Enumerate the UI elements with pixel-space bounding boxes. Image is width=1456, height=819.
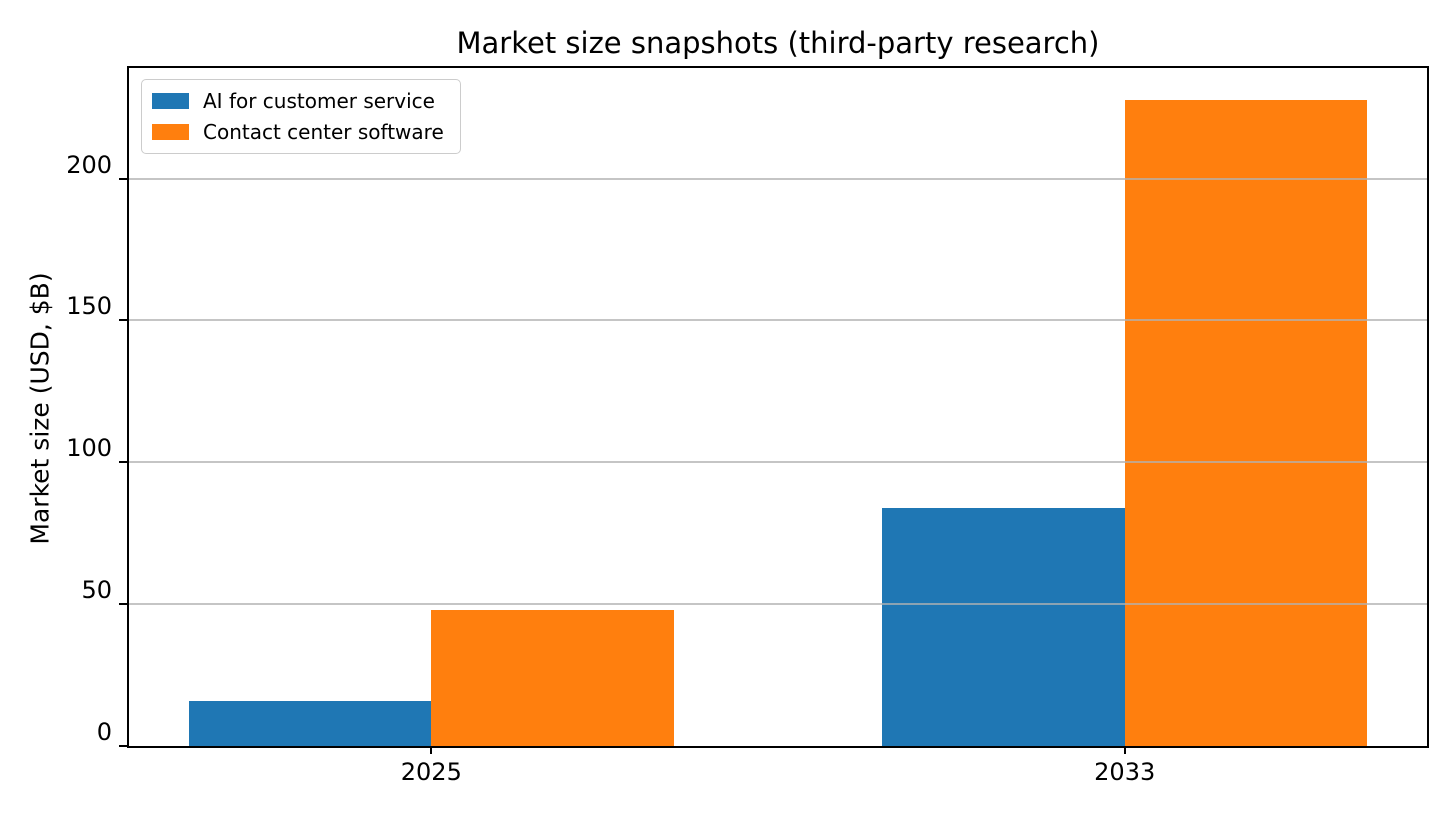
bar-2025-series-1 [431, 610, 674, 746]
chart-title: Market size snapshots (third-party resea… [456, 26, 1100, 60]
gridline-200 [129, 177, 1427, 180]
y-tick-mark-200 [119, 177, 127, 180]
legend-swatch-icon [152, 93, 189, 109]
bar-2033-series-0 [882, 508, 1125, 746]
y-tick-mark-150 [119, 319, 127, 322]
x-tick-label-2025: 2025 [400, 758, 462, 786]
y-tick-label-150: 150 [66, 292, 112, 321]
gridline-50 [129, 603, 1427, 606]
legend: AI for customer service Contact center so… [141, 79, 461, 154]
y-tick-label-50: 50 [81, 576, 112, 605]
legend-label: AI for customer service [203, 89, 435, 113]
legend-item-0: AI for customer service [152, 89, 444, 113]
gridline-150 [129, 319, 1427, 322]
y-tick-mark-100 [119, 461, 127, 464]
y-tick-label-100: 100 [66, 434, 112, 463]
gridline-100 [129, 461, 1427, 464]
y-tick-mark-50 [119, 603, 127, 606]
x-tick-label-2033: 2033 [1094, 758, 1156, 786]
y-tick-label-200: 200 [66, 150, 112, 179]
x-tick-mark-2033 [1123, 746, 1126, 754]
legend-swatch-icon [152, 124, 189, 140]
y-axis-label: Market size (USD, $B) [25, 272, 55, 545]
legend-item-1: Contact center software [152, 120, 444, 144]
bar-2025-series-0 [188, 701, 432, 746]
x-tick-mark-2025 [430, 746, 433, 754]
plot-area: AI for customer service Contact center so… [66, 66, 1429, 786]
y-tick-label-0: 0 [96, 718, 112, 746]
bar-2033-series-1 [1124, 99, 1368, 746]
legend-label: Contact center software [203, 120, 444, 144]
y-tick-mark-0 [119, 745, 127, 747]
